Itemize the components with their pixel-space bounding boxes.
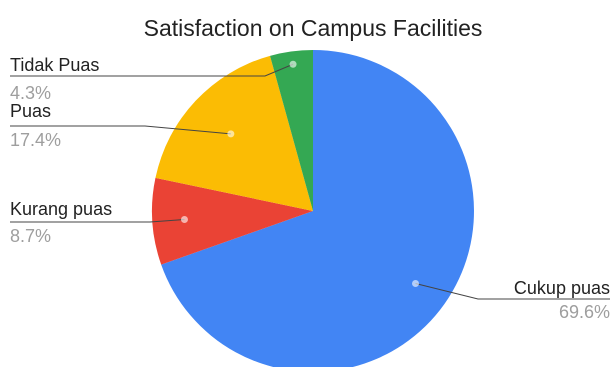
leader-dot-tidak-puas	[289, 60, 297, 68]
slice-percent-kurang-puas: 8.7%	[10, 226, 51, 246]
slice-percent-cukup-puas: 69.6%	[559, 302, 610, 322]
leader-dot-kurang-puas	[180, 215, 188, 223]
slice-label-cukup-puas: Cukup puas	[514, 278, 610, 298]
slice-percent-tidak-puas: 4.3%	[10, 83, 51, 103]
pie-slice-cukup-puas	[161, 50, 474, 367]
pie-slice-tidak-puas	[270, 50, 313, 211]
leader-line-cukup-puas	[415, 283, 610, 300]
slice-label-kurang-puas: Kurang puas	[10, 199, 112, 219]
leader-line-tidak-puas	[10, 63, 294, 77]
slice-percent-puas: 17.4%	[10, 130, 61, 150]
leader-lines	[10, 60, 610, 300]
leader-dot-puas	[227, 130, 235, 138]
slice-labels: Cukup puas 69.6% Kurang puas 8.7% Puas 17.4% T…	[10, 55, 610, 322]
leader-dot-cukup-puas	[412, 280, 420, 288]
leader-line-puas	[10, 125, 231, 135]
pie-slices	[152, 50, 474, 367]
chart-title: Satisfaction on Campus Facilities	[144, 15, 483, 41]
slice-label-tidak-puas: Tidak Puas	[10, 55, 99, 75]
slice-label-puas: Puas	[10, 101, 51, 121]
pie-slice-kurang-puas	[152, 177, 313, 265]
leader-line-kurang-puas	[10, 218, 185, 223]
